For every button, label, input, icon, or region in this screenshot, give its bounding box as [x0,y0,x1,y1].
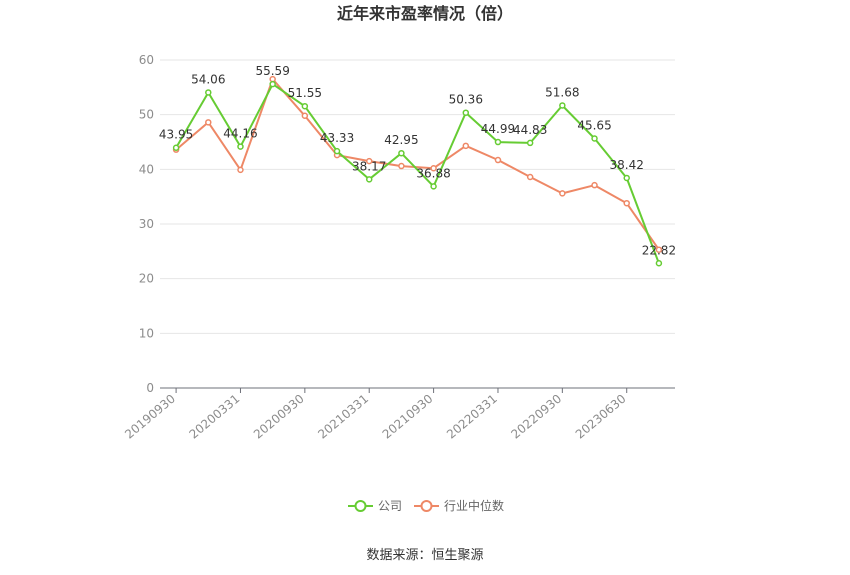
y-tick-label: 30 [139,217,154,231]
data-point [526,139,534,147]
data-point [462,142,470,150]
data-point [494,138,502,146]
data-point [559,102,566,109]
data-point [398,162,405,170]
data-label: 22.82 [642,243,676,257]
data-label: 42.95 [384,133,418,147]
data-point [205,89,212,96]
data-point [430,183,437,190]
legend-label: 行业中位数 [444,498,504,513]
data-label: 44.83 [513,123,547,137]
series-line [175,83,660,264]
legend-item-industry-median[interactable]: 行业中位数 [414,498,504,513]
y-tick-label: 10 [139,326,154,340]
x-tick-label: 20210331 [315,392,371,442]
x-tick-label: 20220331 [444,392,500,442]
data-point [494,156,502,164]
data-label: 36.88 [416,166,450,180]
data-label: 44.16 [223,127,257,141]
data-point [301,112,309,120]
data-point [430,164,437,172]
data-point [269,80,276,88]
data-point [623,174,630,182]
y-tick-label: 50 [139,108,154,122]
data-point [655,260,663,267]
legend-label: 公司 [378,499,402,513]
data-label: 43.95 [159,128,193,142]
data-label: 55.59 [255,64,289,78]
x-axis: 20190930 20200331 20200930 20210331 20210930… [122,387,675,442]
data-point [365,176,373,183]
data-label: 51.68 [545,85,579,99]
data-point [237,143,244,150]
x-tick-label: 20220930 [508,392,564,442]
chart-title: 近年来市盈率情况（倍） [337,4,513,23]
data-point [172,144,180,151]
x-tick-label: 20200930 [251,392,307,442]
data-point [655,246,663,253]
x-tick-label: 20200331 [187,392,243,442]
data-label: 45.65 [577,118,611,132]
source-note: 数据来源：恒生聚源 [366,548,483,563]
series-industry-median [172,75,663,253]
y-tick-label: 40 [139,162,154,176]
y-tick-label: 0 [146,381,154,395]
data-point [205,119,212,126]
data-point [559,190,566,197]
grid-lines [160,59,675,334]
data-point [526,173,534,181]
data-label: 44.99 [481,122,515,136]
data-point [591,181,598,189]
x-tick-label: 20210930 [380,392,436,442]
y-tick-label: 60 [139,53,154,67]
data-point [365,157,373,165]
data-point [591,135,598,142]
data-labels: 43.95 54.06 44.16 55.59 51.55 43.33 38.17 42.95… [159,64,676,257]
data-label: 43.33 [320,131,354,145]
data-label: 54.06 [191,72,225,86]
y-tick-label: 20 [139,272,154,286]
legend-marker [354,500,367,512]
series-line [175,78,660,251]
data-point [462,109,470,116]
data-point [237,166,244,174]
x-tick-label: 20230630 [573,392,629,442]
data-label: 38.42 [610,158,644,172]
data-label: 38.17 [352,159,386,173]
data-point [623,199,630,207]
legend-marker [420,500,433,512]
data-point [333,147,341,155]
data-label: 50.36 [449,93,483,107]
x-tick-label: 20190930 [122,392,178,442]
legend[interactable]: 公司 行业中位数 [348,498,504,513]
series-layer [172,75,663,267]
data-point [301,102,309,110]
y-axis: 0 10 20 30 40 50 60 [139,53,154,395]
data-label: 51.55 [288,86,322,100]
legend-item-company[interactable]: 公司 [348,499,402,513]
series-company [172,80,663,267]
data-point [398,149,405,157]
